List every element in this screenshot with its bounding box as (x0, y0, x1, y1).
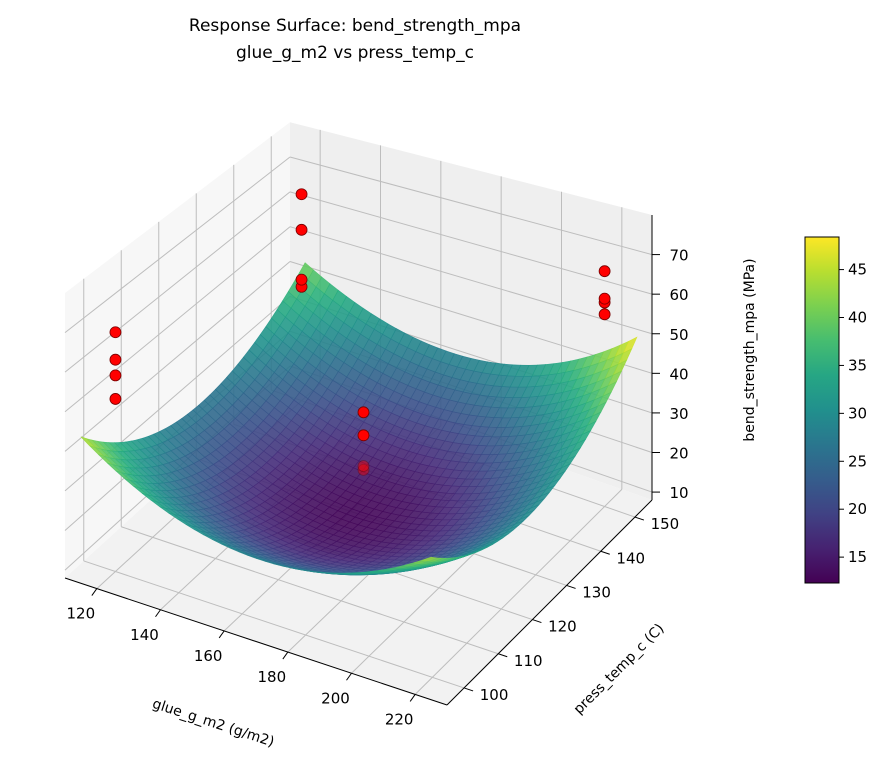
x-tick (347, 673, 352, 680)
colorbar-tick-label: 35 (848, 356, 867, 374)
data-point (358, 461, 369, 472)
x-tick (283, 652, 288, 659)
x-tick-label: 120 (67, 605, 96, 623)
colorbar-tick-label: 20 (848, 500, 867, 518)
x-tick-label: 160 (194, 647, 223, 665)
y-tick-label: 110 (514, 652, 543, 670)
x-tick (410, 694, 415, 701)
colorbar-tick-label: 15 (848, 548, 867, 566)
colorbar-tick-label: 40 (848, 309, 867, 327)
y-tick (601, 551, 610, 554)
z-tick-label: 20 (669, 445, 688, 463)
y-tick (567, 585, 576, 588)
y-tick (635, 517, 644, 520)
y-tick-label: 140 (616, 549, 645, 567)
data-point (110, 370, 121, 381)
data-point (599, 266, 610, 277)
z-axis-label: bend_strength_mpa (MPa) (742, 258, 758, 441)
data-point (358, 430, 369, 441)
data-point (110, 354, 121, 365)
x-axis-label: glue_g_m2 (g/m2) (150, 696, 276, 751)
x-tick (219, 631, 224, 638)
x-tick-label: 180 (258, 668, 287, 686)
x-tick-label: 220 (385, 710, 414, 728)
data-point (296, 274, 307, 285)
y-tick (464, 688, 473, 691)
colorbar-tick-label: 25 (848, 452, 867, 470)
x-tick (92, 589, 97, 596)
data-point (110, 327, 121, 338)
x-tick-label: 140 (130, 626, 159, 644)
z-tick-label: 70 (669, 247, 688, 265)
z-tick-label: 40 (669, 365, 688, 383)
data-point (599, 309, 610, 320)
chart-subtitle: glue_g_m2 vs press_temp_c (236, 43, 474, 63)
chart-title: Response Surface: bend_strength_mpa (189, 16, 521, 36)
data-point (296, 224, 307, 235)
y-tick (532, 620, 541, 623)
z-tick-label: 30 (669, 405, 688, 423)
x-tick-label: 200 (321, 689, 350, 707)
y-axis-label: press_temp_c (C) (571, 621, 668, 718)
data-point (110, 393, 121, 404)
colorbar-tick-label: 30 (848, 404, 867, 422)
y-tick-label: 150 (651, 515, 680, 533)
y-tick-label: 100 (480, 686, 509, 704)
colorbar: 15 20 25 30 35 40 45 (805, 237, 867, 583)
data-point (296, 189, 307, 200)
z-tick-label: 50 (669, 326, 688, 344)
z-tick-label: 60 (669, 286, 688, 304)
colorbar-tick-label: 45 (848, 261, 867, 279)
y-tick-label: 130 (582, 583, 611, 601)
data-point (599, 293, 610, 304)
x-tick (156, 610, 161, 617)
y-tick (498, 654, 507, 657)
y-tick-label: 120 (548, 618, 577, 636)
colorbar-gradient (805, 237, 839, 583)
data-point (358, 407, 369, 418)
z-tick-label: 10 (669, 484, 688, 502)
